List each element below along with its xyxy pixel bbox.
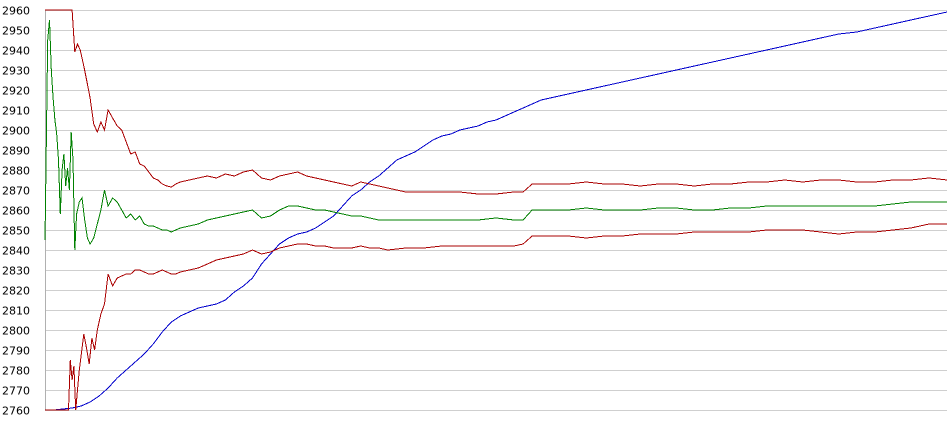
series-line-upper-red — [45, 9, 948, 195]
y-tick-label: 2830 — [2, 265, 30, 278]
y-tick-label: 2880 — [2, 165, 30, 178]
y-tick-label: 2900 — [2, 125, 30, 138]
series-line-green — [44, 19, 947, 251]
y-tick-label: 2820 — [2, 285, 30, 298]
grid-layer — [45, 10, 947, 411]
y-tick-label: 2930 — [2, 65, 30, 78]
y-tick-label: 2960 — [2, 5, 30, 18]
y-tick-label: 2850 — [2, 225, 30, 238]
y-axis-labels: 2960 2950 2940 2930 2920 2910 2900 2890 2880 2870… — [2, 5, 30, 418]
series-layer — [44, 9, 948, 411]
y-tick-label: 2860 — [2, 205, 30, 218]
y-tick-label: 2800 — [2, 325, 30, 338]
y-tick-label: 2920 — [2, 85, 30, 98]
series-line-blue — [45, 11, 948, 411]
y-tick-label: 2840 — [2, 245, 30, 258]
y-tick-label: 2770 — [2, 385, 30, 398]
y-tick-label: 2780 — [2, 365, 30, 378]
y-tick-label: 2870 — [2, 185, 30, 198]
y-tick-label: 2940 — [2, 45, 30, 58]
y-tick-label: 2910 — [2, 105, 30, 118]
y-tick-label: 2810 — [2, 305, 30, 318]
y-tick-label: 2890 — [2, 145, 30, 158]
series-line-lower-red — [45, 223, 947, 411]
y-tick-label: 2760 — [2, 405, 30, 418]
y-tick-label: 2790 — [2, 345, 30, 358]
y-tick-label: 2950 — [2, 25, 30, 38]
